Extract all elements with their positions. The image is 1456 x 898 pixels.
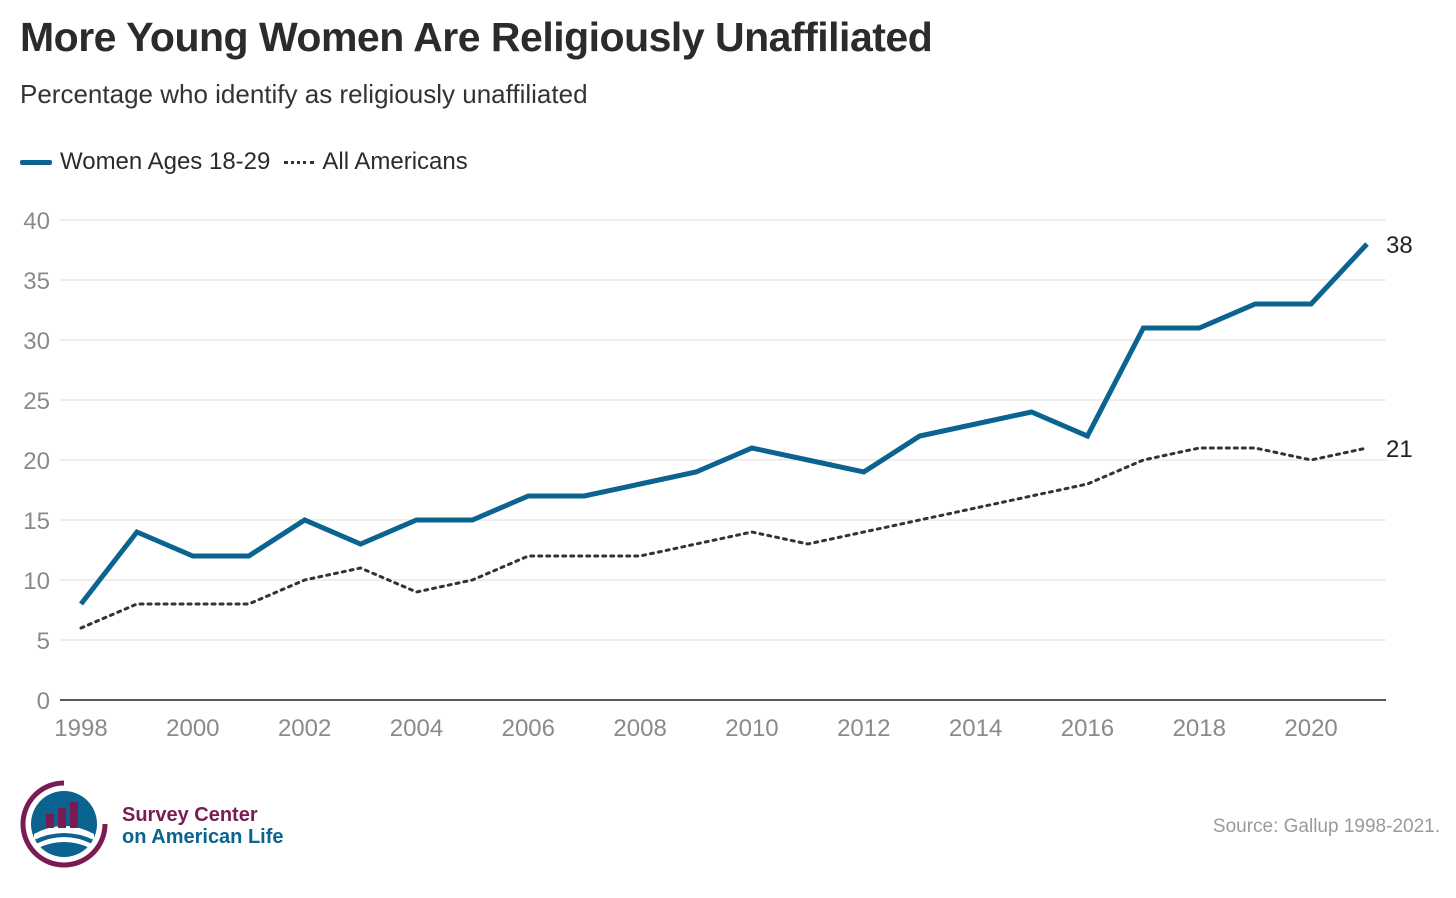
- y-tick-label: 5: [37, 628, 50, 655]
- y-tick-label: 30: [23, 328, 50, 355]
- legend-label-women: Women Ages 18-29: [60, 148, 271, 175]
- series-line-women-18-29: [79, 242, 1369, 606]
- chart-subtitle: Percentage who identify as religiously u…: [20, 79, 588, 109]
- legend-label-all: All Americans: [322, 148, 468, 175]
- y-tick-label: 20: [23, 448, 50, 475]
- series-line-all-americans: [79, 446, 1369, 630]
- x-tick-label: 2020: [1284, 715, 1337, 742]
- legend: Women Ages 18-29 All Americans: [20, 148, 482, 176]
- x-tick-label: 2010: [725, 715, 778, 742]
- logo-text: Survey Center on American Life: [122, 804, 284, 848]
- x-tick-label: 1998: [54, 715, 107, 742]
- x-tick-label: 2006: [502, 715, 555, 742]
- y-tick-label: 15: [23, 508, 50, 535]
- y-tick-label: 40: [23, 208, 50, 235]
- x-tick-label: 2000: [166, 715, 219, 742]
- legend-item-women: Women Ages 18-29: [20, 148, 270, 176]
- x-tick-label: 2018: [1173, 715, 1226, 742]
- y-tick-label: 35: [23, 268, 50, 295]
- y-tick-label: 10: [23, 568, 50, 595]
- legend-swatch-solid: [20, 159, 52, 165]
- x-tick-label: 2016: [1061, 715, 1114, 742]
- legend-item-all: All Americans: [284, 148, 468, 176]
- line-chart: 0 5 10 15 20 25 30 35 40 1998 2000 2002 2004 2006 2008…: [23, 208, 1413, 742]
- end-value-label: 38: [1386, 232, 1413, 259]
- y-tick-label: 0: [37, 688, 50, 715]
- source-note: Source: Gallup 1998-2021.: [1212, 816, 1440, 837]
- x-tick-label: 2002: [278, 715, 331, 742]
- x-tick-label: 2004: [390, 715, 443, 742]
- chart-title: More Young Women Are Religiously Unaffil…: [20, 14, 933, 60]
- survey-center-logo-icon: [20, 779, 109, 868]
- y-tick-label: 25: [23, 388, 50, 415]
- logo-line1: Survey Center: [122, 804, 258, 826]
- x-tick-label: 2012: [837, 715, 890, 742]
- x-tick-label: 2008: [613, 715, 666, 742]
- legend-swatch-dotted: [284, 160, 315, 164]
- x-tick-label: 2014: [949, 715, 1002, 742]
- end-value-label: 21: [1386, 436, 1413, 463]
- logo-line2: on American Life: [122, 826, 284, 848]
